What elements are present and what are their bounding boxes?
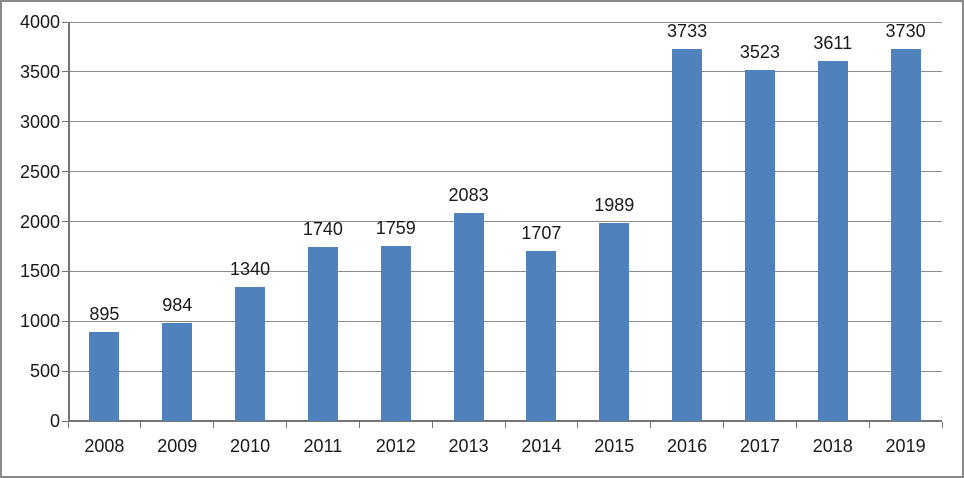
y-tick-label: 0	[49, 411, 60, 431]
x-tick-mark	[358, 422, 360, 428]
y-tick-label: 1500	[19, 261, 60, 282]
bar	[526, 250, 557, 421]
x-tick-mark	[795, 422, 797, 428]
x-tick-label: 2014	[521, 436, 562, 456]
bar	[890, 48, 921, 421]
bar-value-label: 3611	[813, 32, 853, 53]
bar-value-label: 3523	[739, 41, 780, 62]
bar	[672, 48, 703, 421]
bar	[307, 247, 338, 421]
y-tick-label: 500	[29, 361, 60, 382]
y-tick-label: 1000	[19, 311, 60, 332]
bar-value-label: 984	[162, 294, 193, 315]
gridline	[68, 121, 942, 123]
x-tick-mark	[213, 422, 215, 428]
bar-value-label: 1740	[302, 219, 343, 240]
y-tick-label: 2000	[19, 211, 60, 232]
bar	[89, 331, 120, 421]
x-tick-mark	[67, 422, 69, 428]
y-axis-line	[68, 22, 70, 421]
x-tick-label: 2009	[157, 436, 198, 456]
y-tick-label: 3000	[19, 111, 60, 132]
y-tick-mark	[62, 320, 68, 322]
x-tick-mark	[140, 422, 142, 428]
x-tick-label: 2012	[375, 436, 416, 456]
y-tick-mark	[62, 171, 68, 173]
bar-value-label: 1759	[375, 217, 416, 238]
x-tick-mark	[941, 422, 943, 428]
x-tick-label: 2013	[448, 436, 489, 456]
y-tick-label: 4000	[19, 12, 60, 32]
y-tick-mark	[62, 420, 68, 422]
y-tick-mark	[62, 121, 68, 123]
y-tick-mark	[62, 221, 68, 222]
x-tick-label: 2016	[667, 436, 708, 456]
bar-value-label: 2083	[448, 185, 489, 206]
bar	[744, 69, 775, 421]
y-tick-mark	[62, 270, 68, 272]
x-tick-mark	[723, 422, 724, 428]
gridline	[68, 320, 942, 322]
bar-value-label: 895	[89, 303, 120, 324]
bar-value-label: 1989	[594, 194, 635, 215]
x-tick-mark	[431, 422, 433, 428]
x-tick-label: 2015	[594, 436, 635, 456]
bar-value-label: 1707	[521, 222, 562, 243]
bar-value-label: 3733	[667, 20, 708, 41]
gridline	[68, 370, 942, 372]
x-axis-line	[68, 420, 942, 422]
x-tick-label: 2010	[230, 436, 271, 456]
x-tick-mark	[868, 422, 870, 428]
bar	[235, 287, 266, 421]
bar	[599, 222, 630, 421]
bar	[817, 60, 848, 421]
x-tick-label: 2011	[303, 436, 343, 456]
gridline	[68, 270, 942, 272]
y-tick-label: 3500	[19, 61, 60, 82]
bar	[453, 213, 484, 421]
x-tick-mark	[577, 422, 579, 428]
bar-value-label: 1340	[230, 259, 271, 280]
x-tick-mark	[286, 422, 287, 428]
gridline	[68, 71, 942, 73]
x-tick-mark	[504, 422, 506, 428]
y-tick-label: 2500	[19, 161, 60, 182]
y-tick-mark	[62, 370, 68, 372]
gridline	[68, 21, 942, 23]
bar-value-label: 3730	[885, 20, 926, 41]
x-tick-label: 2019	[885, 436, 926, 456]
gridline	[68, 221, 942, 222]
x-tick-label: 2008	[84, 436, 125, 456]
gridline	[68, 171, 942, 173]
bar	[162, 322, 193, 421]
x-tick-label: 2017	[739, 436, 780, 456]
y-tick-mark	[62, 21, 68, 23]
bar	[380, 245, 411, 421]
x-tick-label: 2018	[812, 436, 853, 456]
x-tick-mark	[650, 422, 652, 428]
y-tick-mark	[62, 71, 68, 73]
